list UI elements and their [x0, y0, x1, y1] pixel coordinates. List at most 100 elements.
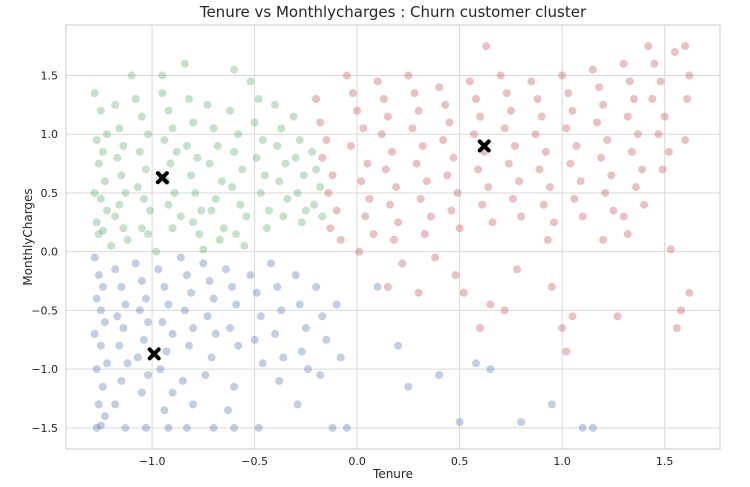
- data-point: [543, 235, 552, 244]
- data-point: [488, 218, 497, 227]
- data-point: [568, 106, 577, 115]
- data-point: [685, 71, 694, 80]
- centroid-marker: [147, 347, 161, 361]
- data-point: [664, 147, 673, 156]
- data-point: [113, 153, 122, 162]
- data-point: [318, 312, 327, 321]
- data-point: [677, 306, 686, 315]
- data-point: [273, 141, 282, 150]
- data-point: [289, 112, 298, 121]
- data-point: [185, 94, 194, 103]
- data-point: [205, 159, 214, 168]
- data-point: [387, 147, 396, 156]
- data-point: [189, 218, 198, 227]
- data-point: [100, 177, 109, 186]
- data-point: [254, 94, 263, 103]
- data-point: [226, 106, 235, 115]
- data-point: [264, 206, 273, 215]
- data-point: [355, 247, 364, 256]
- data-point: [291, 153, 300, 162]
- data-point: [117, 376, 126, 385]
- data-point: [431, 253, 440, 262]
- y-tick-label: 0.0: [41, 246, 59, 259]
- data-point: [318, 212, 327, 221]
- data-point: [236, 200, 245, 209]
- data-point: [111, 100, 120, 109]
- data-point: [513, 265, 522, 274]
- x-tick-label: 0.0: [348, 455, 366, 468]
- data-point: [295, 300, 304, 309]
- data-point: [629, 94, 638, 103]
- data-point: [486, 300, 495, 309]
- data-point: [342, 423, 351, 432]
- data-point: [271, 100, 280, 109]
- data-point: [182, 141, 191, 150]
- data-point: [279, 212, 288, 221]
- data-point: [199, 259, 208, 268]
- data-point: [103, 359, 112, 368]
- data-point: [670, 48, 679, 57]
- data-point: [197, 206, 206, 215]
- data-point: [189, 324, 198, 333]
- data-point: [297, 218, 306, 227]
- data-point: [601, 188, 610, 197]
- data-point: [295, 136, 304, 145]
- data-point: [361, 212, 370, 221]
- data-point: [303, 365, 312, 374]
- data-point: [408, 124, 417, 133]
- data-point: [301, 324, 310, 333]
- data-point: [336, 353, 345, 362]
- data-point: [189, 118, 198, 127]
- data-point: [336, 235, 345, 244]
- data-point: [465, 77, 474, 86]
- data-point: [656, 77, 665, 86]
- data-point: [373, 282, 382, 291]
- data-point: [258, 359, 267, 368]
- data-point: [96, 341, 105, 350]
- data-point: [176, 253, 185, 262]
- data-point: [623, 230, 632, 239]
- data-point: [633, 130, 642, 139]
- data-point: [240, 241, 249, 250]
- data-point: [230, 382, 239, 391]
- data-point: [451, 271, 460, 280]
- data-point: [232, 300, 241, 309]
- data-point: [500, 306, 509, 315]
- data-point: [404, 382, 413, 391]
- data-point: [666, 245, 675, 254]
- data-point: [275, 177, 284, 186]
- data-point: [394, 218, 403, 227]
- data-point: [312, 94, 321, 103]
- data-point: [90, 329, 99, 338]
- data-point: [322, 136, 331, 145]
- plot-frame: [65, 24, 721, 450]
- data-point: [180, 59, 189, 68]
- data-point: [439, 136, 448, 145]
- data-point: [638, 165, 647, 174]
- y-axis-label: MonthlyCharges: [21, 188, 35, 285]
- data-point: [189, 400, 198, 409]
- data-point: [98, 226, 107, 235]
- data-point: [365, 194, 374, 203]
- data-point: [178, 376, 187, 385]
- data-point: [242, 212, 251, 221]
- data-point: [234, 130, 243, 139]
- data-point: [154, 265, 163, 274]
- data-point: [182, 271, 191, 280]
- x-tick-label: −1.0: [139, 455, 166, 468]
- data-point: [260, 171, 269, 180]
- data-point: [92, 423, 101, 432]
- data-point: [476, 112, 485, 121]
- data-point: [117, 171, 126, 180]
- data-point: [447, 206, 456, 215]
- data-point: [293, 400, 302, 409]
- data-point: [449, 153, 458, 162]
- data-point: [599, 100, 608, 109]
- data-point: [576, 177, 585, 186]
- data-point: [681, 136, 690, 145]
- data-point: [568, 312, 577, 321]
- data-point: [164, 200, 173, 209]
- data-point: [412, 159, 421, 168]
- data-point: [619, 212, 628, 221]
